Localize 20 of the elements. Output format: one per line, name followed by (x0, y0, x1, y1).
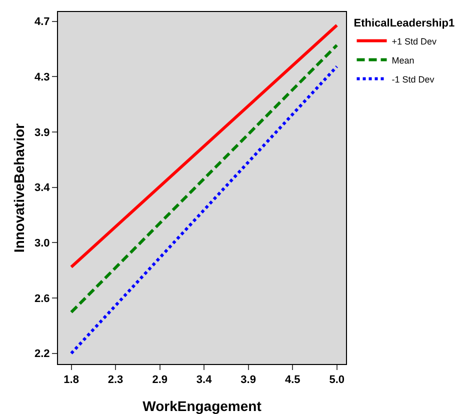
y-tick-label: 3.4 (34, 182, 51, 194)
y-tick-label: 2.2 (34, 348, 50, 360)
y-tick-label: 2.6 (34, 292, 50, 305)
x-tick-label: 3.4 (196, 374, 213, 386)
y-tick-label: 3.0 (34, 238, 50, 250)
y-tick-label: 3.9 (34, 126, 50, 139)
y-tick-label: 4.3 (34, 72, 50, 84)
x-axis-title: WorkEngagement (142, 398, 262, 414)
x-tick-label: 2.3 (108, 374, 124, 386)
legend-label: +1 Std Dev (392, 36, 438, 46)
x-tick-label: 3.9 (240, 374, 256, 386)
y-axis-title: InnovativeBehavior (11, 122, 28, 253)
y-tick-label: 4.7 (34, 16, 50, 28)
legend-label: -1 Std Dev (392, 74, 435, 84)
x-tick-label: 1.8 (64, 374, 79, 386)
x-tick-label: 4.5 (284, 374, 300, 386)
x-tick-label: 2.9 (152, 374, 168, 386)
legend-title: EthicalLeadership1 (354, 17, 455, 30)
legend-label: Mean (392, 55, 414, 66)
x-tick-label: 5.0 (329, 374, 345, 386)
